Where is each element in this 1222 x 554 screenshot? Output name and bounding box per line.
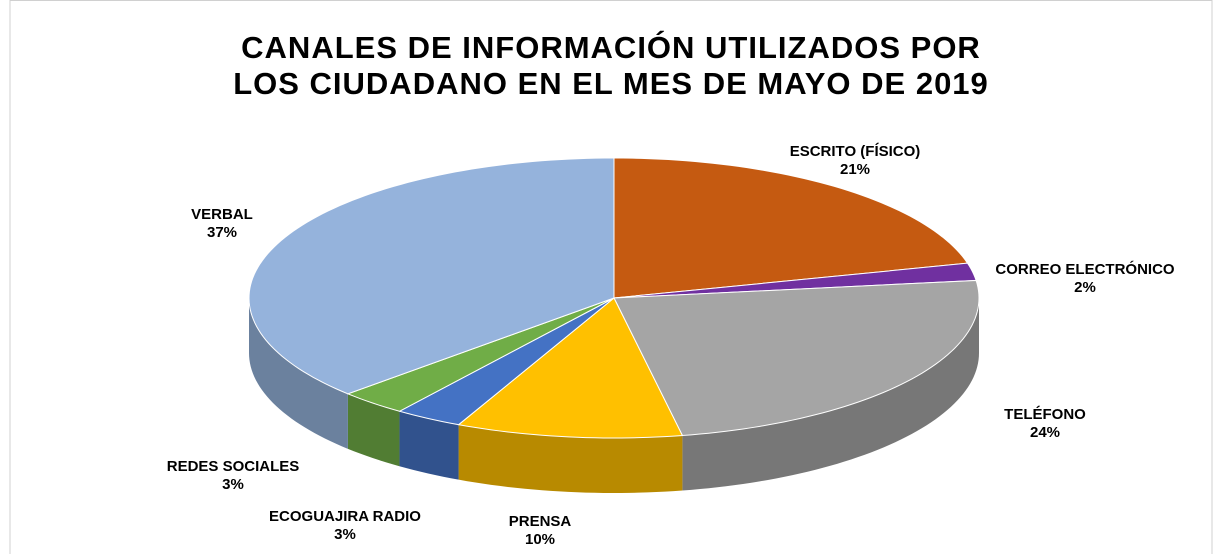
chart-title: CANALES DE INFORMACIÓN UTILIZADOS POR LO… xyxy=(233,30,989,101)
value-label: 24% xyxy=(1030,424,1060,441)
pie-slice-side xyxy=(347,393,400,467)
pie-slice xyxy=(613,279,980,437)
frame xyxy=(9,0,1213,554)
category-label: VERBAL xyxy=(191,206,253,223)
category-label: PRENSA xyxy=(509,513,572,530)
pie-slice-side xyxy=(249,298,348,449)
category-label: CORREO ELECTRÓNICO xyxy=(995,260,1175,278)
pie-slice xyxy=(398,297,615,426)
pie-slice xyxy=(457,297,684,439)
value-label: 2% xyxy=(1074,279,1096,296)
pie-slice-side xyxy=(682,298,979,491)
category-label: ECOGUAJIRA RADIO xyxy=(269,508,421,525)
value-label: 10% xyxy=(525,531,555,548)
value-label: 3% xyxy=(334,526,356,543)
category-label: REDES SOCIALES xyxy=(167,458,300,475)
pie-slice xyxy=(346,297,615,412)
pie-slice-side xyxy=(458,424,683,493)
pie-slice xyxy=(613,157,969,299)
category-label: TELÉFONO xyxy=(1004,406,1086,423)
value-label: 37% xyxy=(207,224,237,241)
pie-slice xyxy=(248,157,615,395)
pie-slice-side xyxy=(399,411,459,480)
pie-slice xyxy=(613,262,977,299)
value-label: 3% xyxy=(222,476,244,493)
category-label: ESCRITO (FÍSICO) xyxy=(790,143,921,160)
value-label: 21% xyxy=(840,161,870,178)
